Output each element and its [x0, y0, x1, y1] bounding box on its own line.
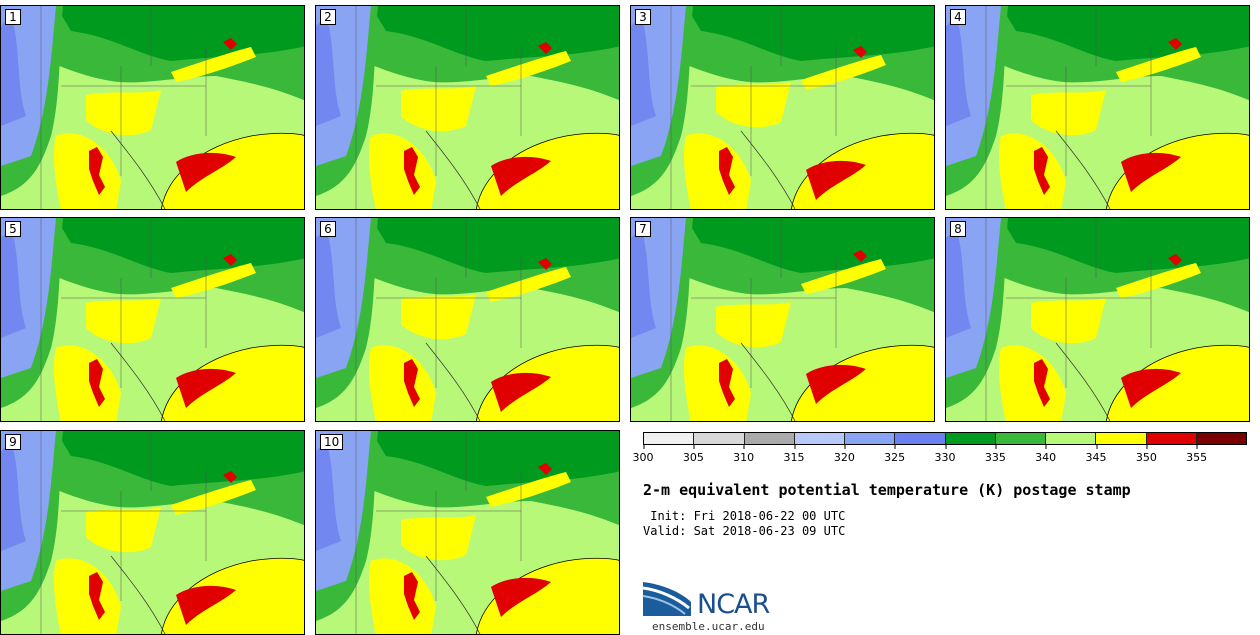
ensemble-member-panel: 6 [315, 217, 620, 422]
ensemble-member-panel: 3 [630, 5, 935, 210]
member-number-label: 10 [320, 434, 344, 450]
init-time: Init: Fri 2018-06-22 00 UTC [643, 509, 846, 523]
colorbar-segment [945, 433, 996, 444]
colorbar-segment [794, 433, 845, 444]
ensemble-member-panel: 7 [630, 217, 935, 422]
colorbar [643, 432, 1247, 445]
colorbar-tick-label: 300 [633, 445, 654, 464]
member-number-label: 2 [320, 9, 336, 25]
colorbar-tick-label: 330 [935, 445, 956, 464]
colorbar-tick-label: 335 [985, 445, 1006, 464]
colorbar-segment [644, 433, 695, 444]
colorbar-segment [895, 433, 946, 444]
ensemble-member-panel: 2 [315, 5, 620, 210]
member-number-label: 8 [950, 221, 966, 237]
colorbar-tick-label: 350 [1136, 445, 1157, 464]
ensemble-member-panel: 8 [945, 217, 1250, 422]
member-number-label: 3 [635, 9, 651, 25]
ensemble-member-panel: 9 [0, 430, 305, 635]
valid-time: Valid: Sat 2018-06-23 09 UTC [643, 524, 846, 538]
colorbar-tick-label: 340 [1035, 445, 1056, 464]
colorbar-ticks: 300 305 310 315 320 325 330 335 340 345 350 355 [633, 445, 1247, 465]
colorbar-tick-label: 305 [683, 445, 704, 464]
colorbar-tick-label: 325 [884, 445, 905, 464]
figure-title: 2-m equivalent potential temperature (K)… [643, 481, 1131, 499]
member-number-label: 9 [5, 434, 21, 450]
ensemble-member-panel: 1 [0, 5, 305, 210]
colorbar-segment [1196, 433, 1246, 444]
member-number-label: 5 [5, 221, 21, 237]
colorbar-segment [694, 433, 745, 444]
colorbar-tick-label: 310 [733, 445, 754, 464]
colorbar-tick-label: 320 [834, 445, 855, 464]
ncar-logo-icon [643, 582, 691, 616]
member-number-label: 7 [635, 221, 651, 237]
member-number-label: 4 [950, 9, 966, 25]
ensemble-member-panel: 4 [945, 5, 1250, 210]
url-text: ensemble.ucar.edu [652, 620, 765, 633]
colorbar-segment [1146, 433, 1197, 444]
colorbar-tick-label: 315 [784, 445, 805, 464]
colorbar-segment [995, 433, 1046, 444]
ensemble-member-panel: 10 [315, 430, 620, 635]
colorbar-segment [1046, 433, 1097, 444]
colorbar-segment [845, 433, 896, 444]
ensemble-member-panel: 5 [0, 217, 305, 422]
colorbar-segment [1096, 433, 1147, 444]
member-number-label: 1 [5, 9, 21, 25]
colorbar-tick-label: 345 [1086, 445, 1107, 464]
ncar-logo-text: NCAR [697, 589, 770, 620]
member-number-label: 6 [320, 221, 336, 237]
colorbar-segment [744, 433, 795, 444]
colorbar-tick-label: 355 [1186, 445, 1207, 464]
